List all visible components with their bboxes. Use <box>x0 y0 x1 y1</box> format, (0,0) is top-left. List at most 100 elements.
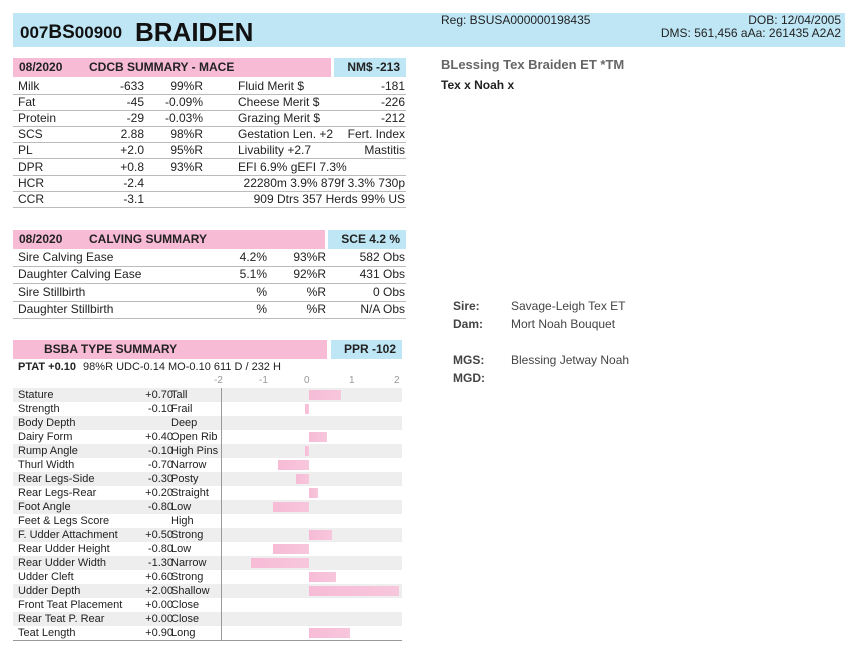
calving-rel: %R <box>306 284 326 299</box>
calving-rel: %R <box>306 301 326 316</box>
type-trait-row: Udder Cleft +0.60 Strong <box>13 570 402 584</box>
trait-name: Protein <box>18 111 57 126</box>
trait-name: Fat <box>18 95 36 110</box>
type-trait-bar <box>309 572 336 582</box>
type-trait-name: Feet & Legs Score <box>18 515 110 527</box>
scale-tick-label: -2 <box>214 375 223 386</box>
type-trait-name: Body Depth <box>18 417 76 429</box>
type-trait-name: Strength <box>18 403 60 415</box>
type-trait-desc: Long <box>171 627 196 639</box>
type-trait-value: +0.70 <box>145 389 173 401</box>
mgs-label: MGS: <box>453 353 485 367</box>
scale-tick-label: 0 <box>304 375 310 386</box>
calving-row: Daughter Calving Ease 5.1% 92%R 431 Obs <box>13 266 406 285</box>
merit-value: 909 Dtrs 357 Herds 99% US <box>253 191 405 206</box>
trait-name: SCS <box>18 127 43 142</box>
type-trait-value: +0.90 <box>145 627 173 639</box>
merit-label: Gestation Len. +2 <box>238 127 334 142</box>
trait-reliability: -0.09% <box>164 95 203 110</box>
type-trait-desc: Narrow <box>171 557 207 569</box>
merit-label: Grazing Merit $ <box>238 111 321 126</box>
calving-pct: 5.1% <box>239 267 267 282</box>
id-breed: BS <box>48 22 75 43</box>
type-trait-desc: Strong <box>171 571 204 583</box>
merit-label: EFI 6.9% gEFI 7.3% <box>238 159 347 174</box>
trait-reliability: 93%R <box>170 159 203 174</box>
type-trait-desc: Narrow <box>171 459 207 471</box>
animal-name: BRAIDEN <box>135 17 254 47</box>
type-trait-desc: Open Rib <box>171 431 218 443</box>
type-trait-name: Rear Udder Width <box>18 557 107 569</box>
type-trait-desc: Close <box>171 599 200 611</box>
cdcb-row: Milk -633 99%R Fluid Merit $ -181 <box>13 78 406 95</box>
pedigree-cross: Tex x Noah x <box>441 78 515 92</box>
trait-name: DPR <box>18 159 44 174</box>
type-trait-desc: Shallow <box>171 585 210 597</box>
type-trait-desc: Deep <box>171 417 198 429</box>
dam-name: Mort Noah Bouquet <box>511 317 616 331</box>
type-trait-name: Udder Depth <box>18 585 81 597</box>
type-trait-name: Thurl Width <box>18 459 75 471</box>
calving-header: 08/2020 CALVING SUMMARY <box>13 230 325 249</box>
ppr-badge: PPR -102 <box>331 340 402 359</box>
cdcb-row: HCR -2.4 22280m 3.9% 879f 3.3% 730p <box>13 175 406 192</box>
type-trait-name: F. Udder Attachment <box>18 529 118 541</box>
type-trait-name: Stature <box>18 389 54 401</box>
type-trait-desc: High Pins <box>171 445 219 457</box>
merit-value: -181 <box>380 79 405 93</box>
type-trait-bar <box>277 460 309 470</box>
type-title: BSBA TYPE SUMMARY <box>44 342 178 356</box>
type-trait-bar <box>304 446 309 456</box>
trait-value: -633 <box>119 79 144 93</box>
type-trait-bar <box>250 558 309 568</box>
cdcb-row: SCS 2.88 98%R Gestation Len. +2 Fert. Index <box>13 126 406 144</box>
type-trait-value: +0.50 <box>145 529 173 541</box>
type-trait-bar <box>273 502 309 512</box>
calving-label: Daughter Stillbirth <box>18 301 114 316</box>
cdcb-header: 08/2020 CDCB SUMMARY - MACE <box>13 58 331 77</box>
calving-obs: 431 Obs <box>359 267 405 282</box>
registered-name: BLessing Tex Braiden ET *TM <box>441 57 625 72</box>
calving-date: 08/2020 <box>19 232 63 246</box>
type-trait-value: -0.70 <box>147 459 173 471</box>
ptat-value: PTAT +0.10 <box>18 361 76 373</box>
type-trait-row: Rump Angle -0.10 High Pins <box>13 444 402 458</box>
type-trait-row: Thurl Width -0.70 Narrow <box>13 458 402 472</box>
type-trait-desc: Frail <box>171 403 193 415</box>
type-trait-name: Rear Legs-Side <box>18 473 95 485</box>
type-header: BSBA TYPE SUMMARY <box>13 340 327 359</box>
type-trait-row: Rear Legs-Rear +0.20 Straight <box>13 486 402 500</box>
calving-row: Sire Calving Ease 4.2% 93%R 582 Obs <box>13 249 406 267</box>
calving-pct: % <box>256 284 267 299</box>
trait-value: -45 <box>126 95 144 110</box>
type-trait-row: F. Udder Attachment +0.50 Strong <box>13 528 402 542</box>
merit-value: 22280m 3.9% 879f 3.3% 730p <box>243 175 405 190</box>
type-trait-name: Front Teat Placement <box>18 599 123 611</box>
type-trait-name: Foot Angle <box>18 501 71 513</box>
cdcb-title: CDCB SUMMARY - MACE <box>89 60 235 74</box>
type-trait-row: Foot Angle -0.80 Low <box>13 500 402 514</box>
type-trait-value: +0.40 <box>145 431 173 443</box>
header-bar: 007BS00900 BRAIDEN Reg: BSUSA00000019843… <box>13 13 845 47</box>
calving-rel: 93%R <box>293 250 326 264</box>
type-trait-bar <box>309 586 399 596</box>
type-trait-desc: High <box>171 515 194 527</box>
type-trait-row: Rear Teat P. Rear +0.00 Close <box>13 612 402 626</box>
calving-row: Daughter Stillbirth% %R N/A Obs <box>13 301 406 319</box>
calving-pct: 4.2% <box>239 250 267 264</box>
merit-label: Fluid Merit $ <box>238 79 305 93</box>
registration-number: Reg: BSUSA000000198435 <box>441 13 591 27</box>
calving-pct: % <box>256 301 267 316</box>
merit-value: Mastitis <box>364 143 405 158</box>
trait-value: +2.0 <box>120 143 144 158</box>
type-trait-desc: Straight <box>171 487 209 499</box>
type-trait-value: +2.00 <box>145 585 173 597</box>
cdcb-date: 08/2020 <box>19 60 63 74</box>
type-trait-row: Teat Length +0.90 Long <box>13 626 402 640</box>
ptat-details: 98%R UDC-0.14 MO-0.10 611 D / 232 H <box>83 361 281 373</box>
type-trait-desc: Low <box>171 543 192 555</box>
dam-label: Dam: <box>453 317 484 331</box>
type-trait-name: Udder Cleft <box>18 571 74 583</box>
type-trait-desc: Tall <box>171 389 188 401</box>
type-trait-desc: Low <box>171 501 192 513</box>
